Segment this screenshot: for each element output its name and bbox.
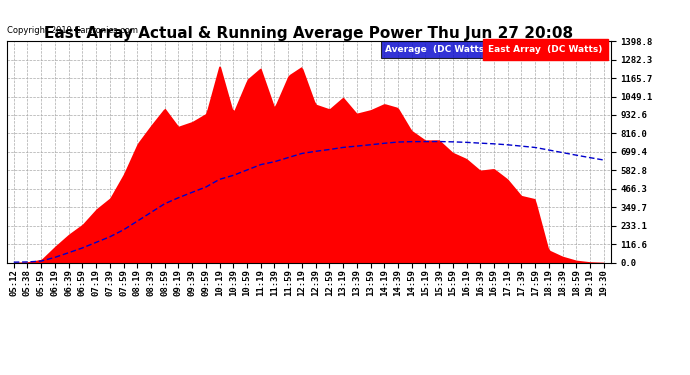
Text: Copyright 2019 Cartronics.com: Copyright 2019 Cartronics.com	[7, 26, 138, 35]
Legend: Average  (DC Watts), East Array  (DC Watts): Average (DC Watts), East Array (DC Watts…	[382, 41, 606, 57]
Title: East Array Actual & Running Average Power Thu Jun 27 20:08: East Array Actual & Running Average Powe…	[44, 26, 573, 41]
